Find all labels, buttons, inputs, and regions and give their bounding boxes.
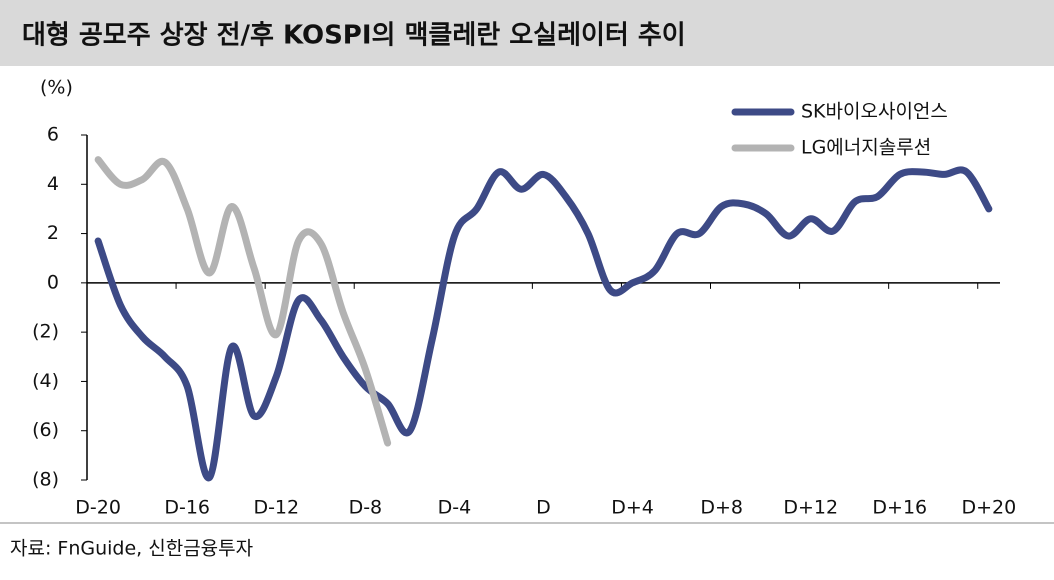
- chart-title: 대형 공모주 상장 전/후 KOSPI의 맥클레란 오실레이터 추이: [22, 21, 686, 51]
- y-tick-label: (6): [32, 419, 59, 441]
- x-tick-label: D-16: [164, 497, 210, 519]
- x-tick-label: D-4: [438, 497, 472, 519]
- x-tick-label: D+12: [783, 497, 838, 519]
- source: 자료: FnGuide, 신한금융투자: [10, 538, 253, 560]
- series-line: [94, 166, 993, 482]
- x-tick-label: D+4: [611, 497, 654, 519]
- y-axis-label: (%): [40, 77, 73, 99]
- y-tick-label: (8): [32, 469, 59, 491]
- title-bar: [0, 0, 1054, 66]
- y-tick-label: (4): [32, 370, 59, 392]
- x-tick-label: D+8: [700, 497, 743, 519]
- x-tick-label: D-20: [75, 497, 121, 519]
- legend-label: SK바이오사이언스: [801, 101, 948, 123]
- series-line: [94, 156, 392, 447]
- y-tick-label: 0: [47, 271, 59, 293]
- x-tick-label: D+20: [961, 497, 1016, 519]
- y-tick-label: 4: [47, 173, 59, 195]
- y-tick-label: 6: [47, 124, 59, 146]
- x-tick-label: D+16: [872, 497, 927, 519]
- y-tick-label: (2): [32, 321, 59, 343]
- x-tick-label: D-12: [253, 497, 299, 519]
- y-tick-label: 2: [47, 222, 59, 244]
- legend-label: LG에너지솔루션: [801, 137, 931, 159]
- x-tick-label: D-8: [349, 497, 383, 519]
- x-tick-label: D: [536, 497, 551, 519]
